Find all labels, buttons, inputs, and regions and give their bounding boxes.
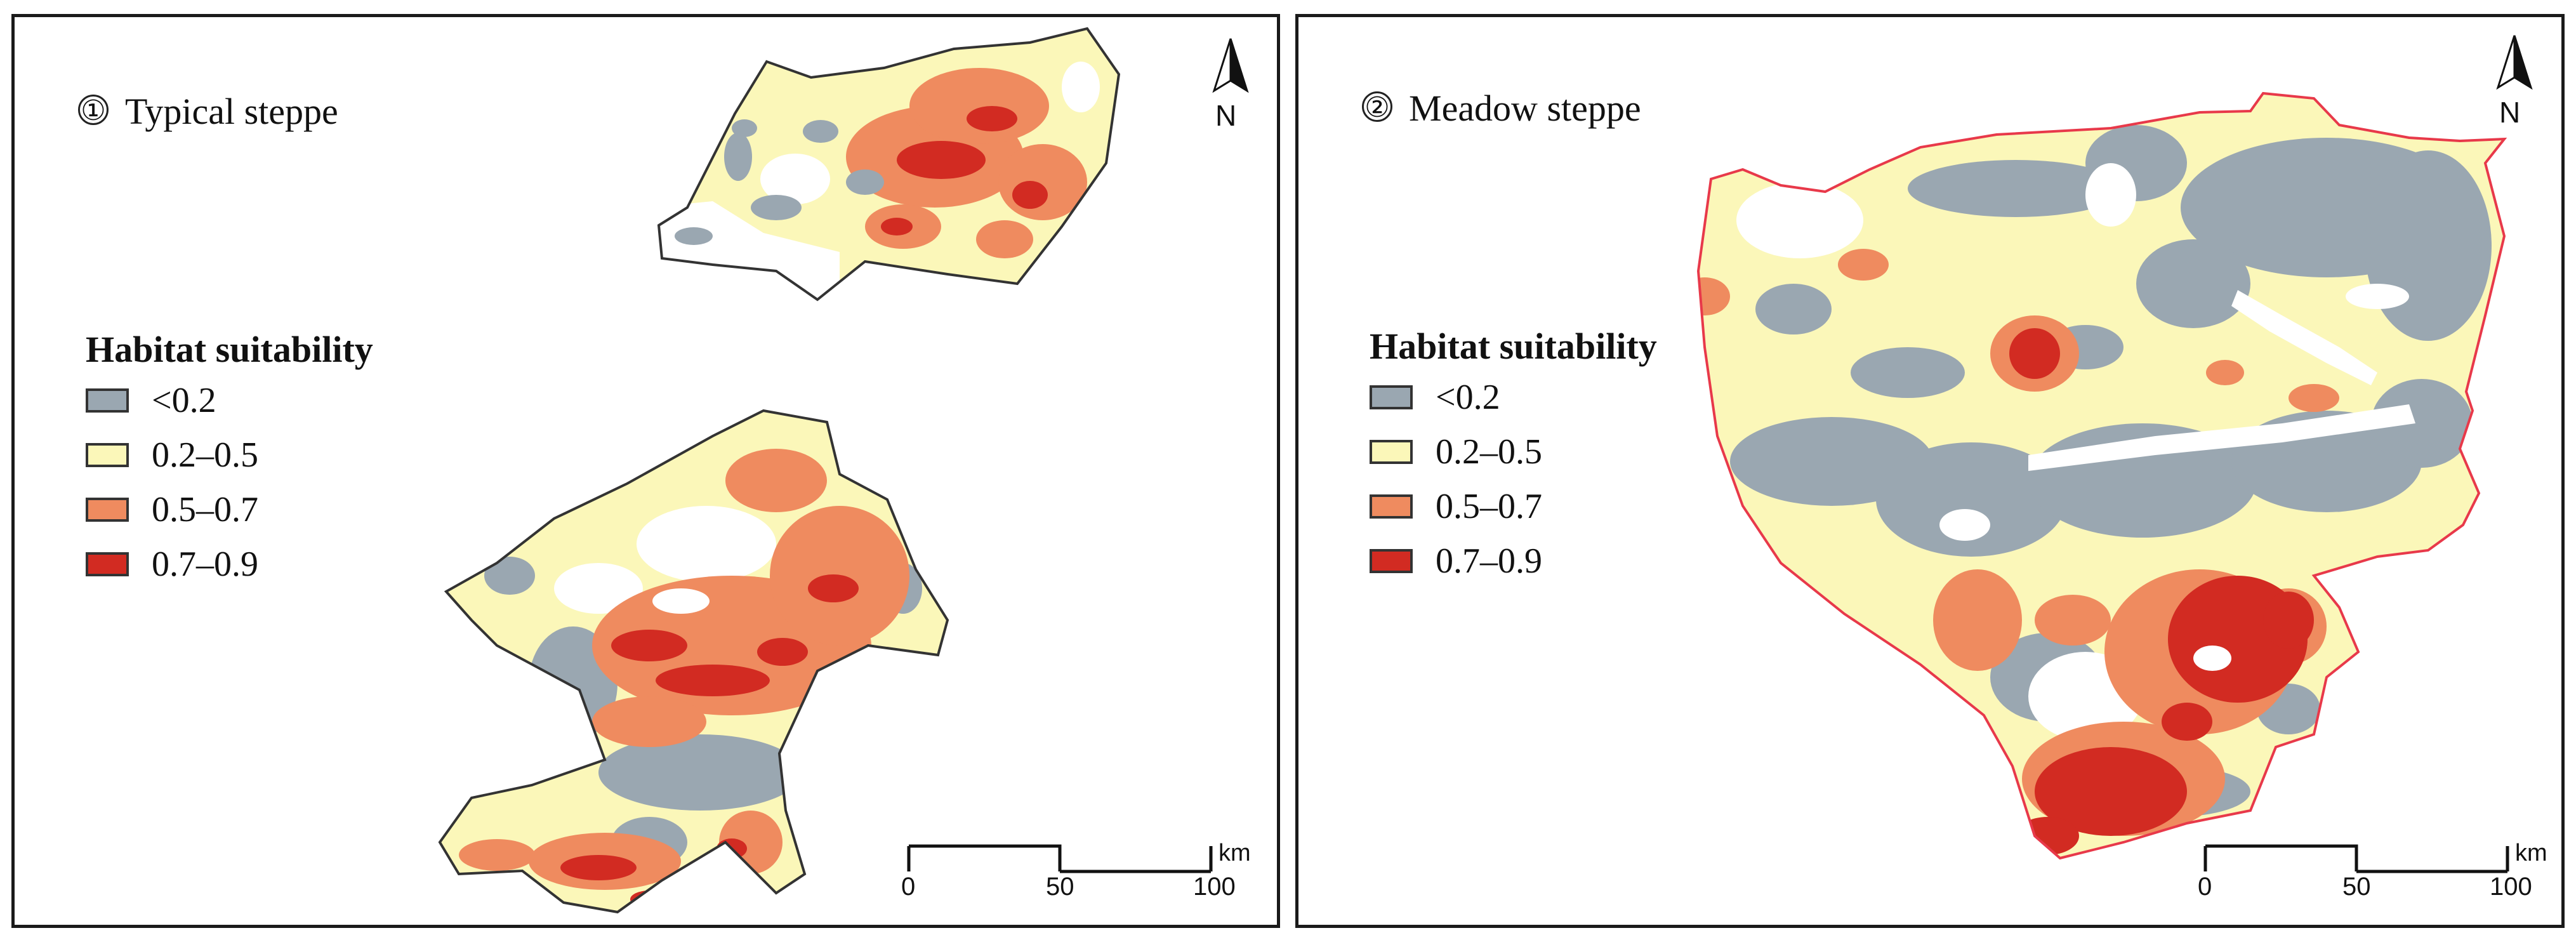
scale-bar: 0 50 100 km (901, 836, 1262, 912)
legend-item: 0.7–0.9 (86, 537, 373, 592)
scale-tick: 100 (1193, 873, 1236, 901)
scale-tick: 50 (2342, 873, 2371, 901)
legend-title: Habitat suitability (86, 329, 373, 370)
legend-label: 0.2–0.5 (152, 435, 258, 475)
scale-tick: 50 (1046, 873, 1074, 901)
legend-label: 0.7–0.9 (152, 545, 258, 584)
legend-item: <0.2 (86, 373, 373, 428)
legend-swatch (1370, 494, 1413, 519)
scale-unit: km (1219, 840, 1251, 866)
north-arrow: N (1208, 36, 1252, 138)
legend-label: 0.5–0.7 (152, 490, 258, 529)
legend-title: Habitat suitability (1370, 326, 1657, 367)
legend-swatch (1370, 549, 1413, 573)
legend-label: <0.2 (1436, 378, 1500, 417)
legend-label: 0.2–0.5 (1436, 432, 1542, 472)
panel-title-text: Typical steppe (125, 91, 338, 132)
legend-label: 0.7–0.9 (1436, 541, 1542, 581)
north-label: N (2499, 96, 2521, 129)
legend-item: 0.5–0.7 (86, 482, 373, 537)
legend-item: 0.2–0.5 (86, 428, 373, 482)
legend-item: 0.2–0.5 (1370, 425, 1657, 479)
legend-swatch (86, 498, 129, 522)
panel-title: ② Meadow steppe (1362, 87, 1641, 129)
scale-tick: 0 (2198, 873, 2212, 901)
north-arrow-icon (2496, 35, 2533, 90)
legend-label: <0.2 (152, 381, 216, 420)
scale-tick: 100 (2490, 873, 2532, 901)
scale-bar-line (2203, 844, 2509, 873)
legend: Habitat suitability <0.2 0.2–0.5 0.5–0.7… (1370, 325, 1657, 588)
legend-item: 0.7–0.9 (1370, 534, 1657, 588)
north-arrow: N (2492, 33, 2536, 135)
legend-swatch (86, 443, 129, 467)
scale-unit: km (2515, 840, 2547, 866)
meadow-steppe-map (1696, 91, 2507, 860)
legend-swatch (86, 552, 129, 576)
legend-item: <0.2 (1370, 370, 1657, 425)
legend-label: 0.5–0.7 (1436, 487, 1542, 526)
panel-number: ① (78, 95, 109, 126)
legend: Habitat suitability <0.2 0.2–0.5 0.5–0.7… (86, 328, 373, 592)
legend-item: 0.5–0.7 (1370, 479, 1657, 534)
typical-steppe-map (438, 27, 1121, 914)
legend-swatch (1370, 385, 1413, 409)
legend-swatch (86, 388, 129, 413)
map-panel-meadow-steppe: ② Meadow steppe Habitat suitability <0.2 … (1295, 14, 2565, 928)
typical-steppe-south-region (440, 411, 948, 912)
legend-swatch (1370, 440, 1413, 464)
typical-steppe-north-region (659, 29, 1119, 300)
scale-bar: 0 50 100 km (2198, 836, 2558, 912)
meadow-steppe-region (1698, 93, 2504, 858)
scale-bar-line (907, 844, 1213, 873)
panel-title-text: Meadow steppe (1409, 88, 1641, 129)
scale-tick: 0 (901, 873, 916, 901)
panel-title: ① Typical steppe (78, 90, 338, 133)
north-arrow-icon (1212, 38, 1249, 93)
north-label: N (1215, 99, 1237, 132)
panel-number: ② (1362, 91, 1392, 123)
map-panel-typical-steppe: ① Typical steppe Habitat suitability <0.2… (11, 14, 1280, 928)
